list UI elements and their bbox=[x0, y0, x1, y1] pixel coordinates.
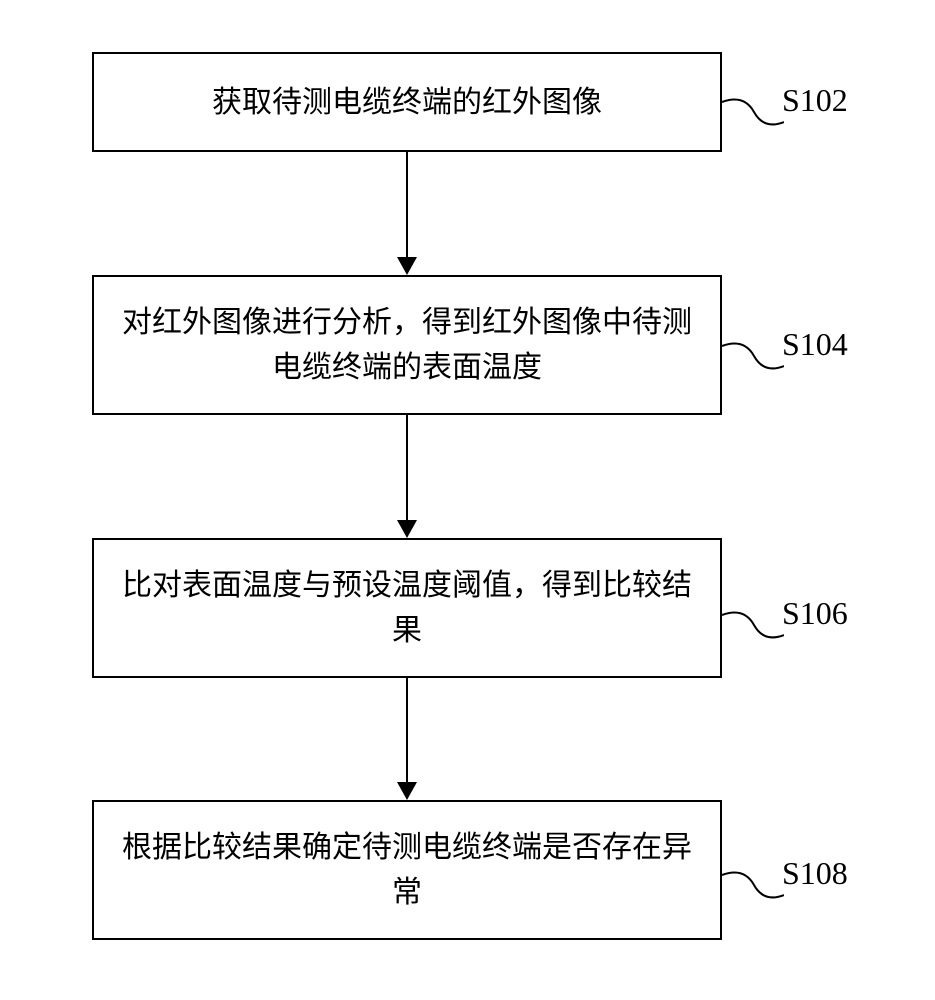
flowchart-box-s106: 比对表面温度与预设温度阈值，得到比较结果 bbox=[92, 538, 722, 678]
connector-s108 bbox=[722, 867, 784, 903]
arrow-s106-s108 bbox=[406, 678, 408, 782]
flowchart-box-s104: 对红外图像进行分析，得到红外图像中待测电缆终端的表面温度 bbox=[92, 275, 722, 415]
flowchart-box-s102: 获取待测电缆终端的红外图像 bbox=[92, 52, 722, 152]
label-s106: S106 bbox=[782, 595, 848, 632]
arrow-head-s102-s104 bbox=[397, 257, 417, 275]
connector-s106 bbox=[722, 607, 784, 643]
label-s108: S108 bbox=[782, 855, 848, 892]
label-s104: S104 bbox=[782, 326, 848, 363]
label-s102: S102 bbox=[782, 82, 848, 119]
arrow-head-s106-s108 bbox=[397, 782, 417, 800]
box-text-s102: 获取待测电缆终端的红外图像 bbox=[212, 80, 602, 125]
box-text-s104: 对红外图像进行分析，得到红外图像中待测电缆终端的表面温度 bbox=[114, 300, 700, 390]
connector-s104 bbox=[722, 338, 784, 374]
box-text-s106: 比对表面温度与预设温度阈值，得到比较结果 bbox=[114, 563, 700, 653]
box-text-s108: 根据比较结果确定待测电缆终端是否存在异常 bbox=[114, 825, 700, 915]
arrow-head-s104-s106 bbox=[397, 520, 417, 538]
connector-s102 bbox=[722, 94, 784, 130]
flowchart-box-s108: 根据比较结果确定待测电缆终端是否存在异常 bbox=[92, 800, 722, 940]
arrow-s102-s104 bbox=[406, 152, 408, 257]
arrow-s104-s106 bbox=[406, 415, 408, 520]
flowchart-container: 获取待测电缆终端的红外图像 S102 对红外图像进行分析，得到红外图像中待测电缆… bbox=[0, 0, 935, 1000]
